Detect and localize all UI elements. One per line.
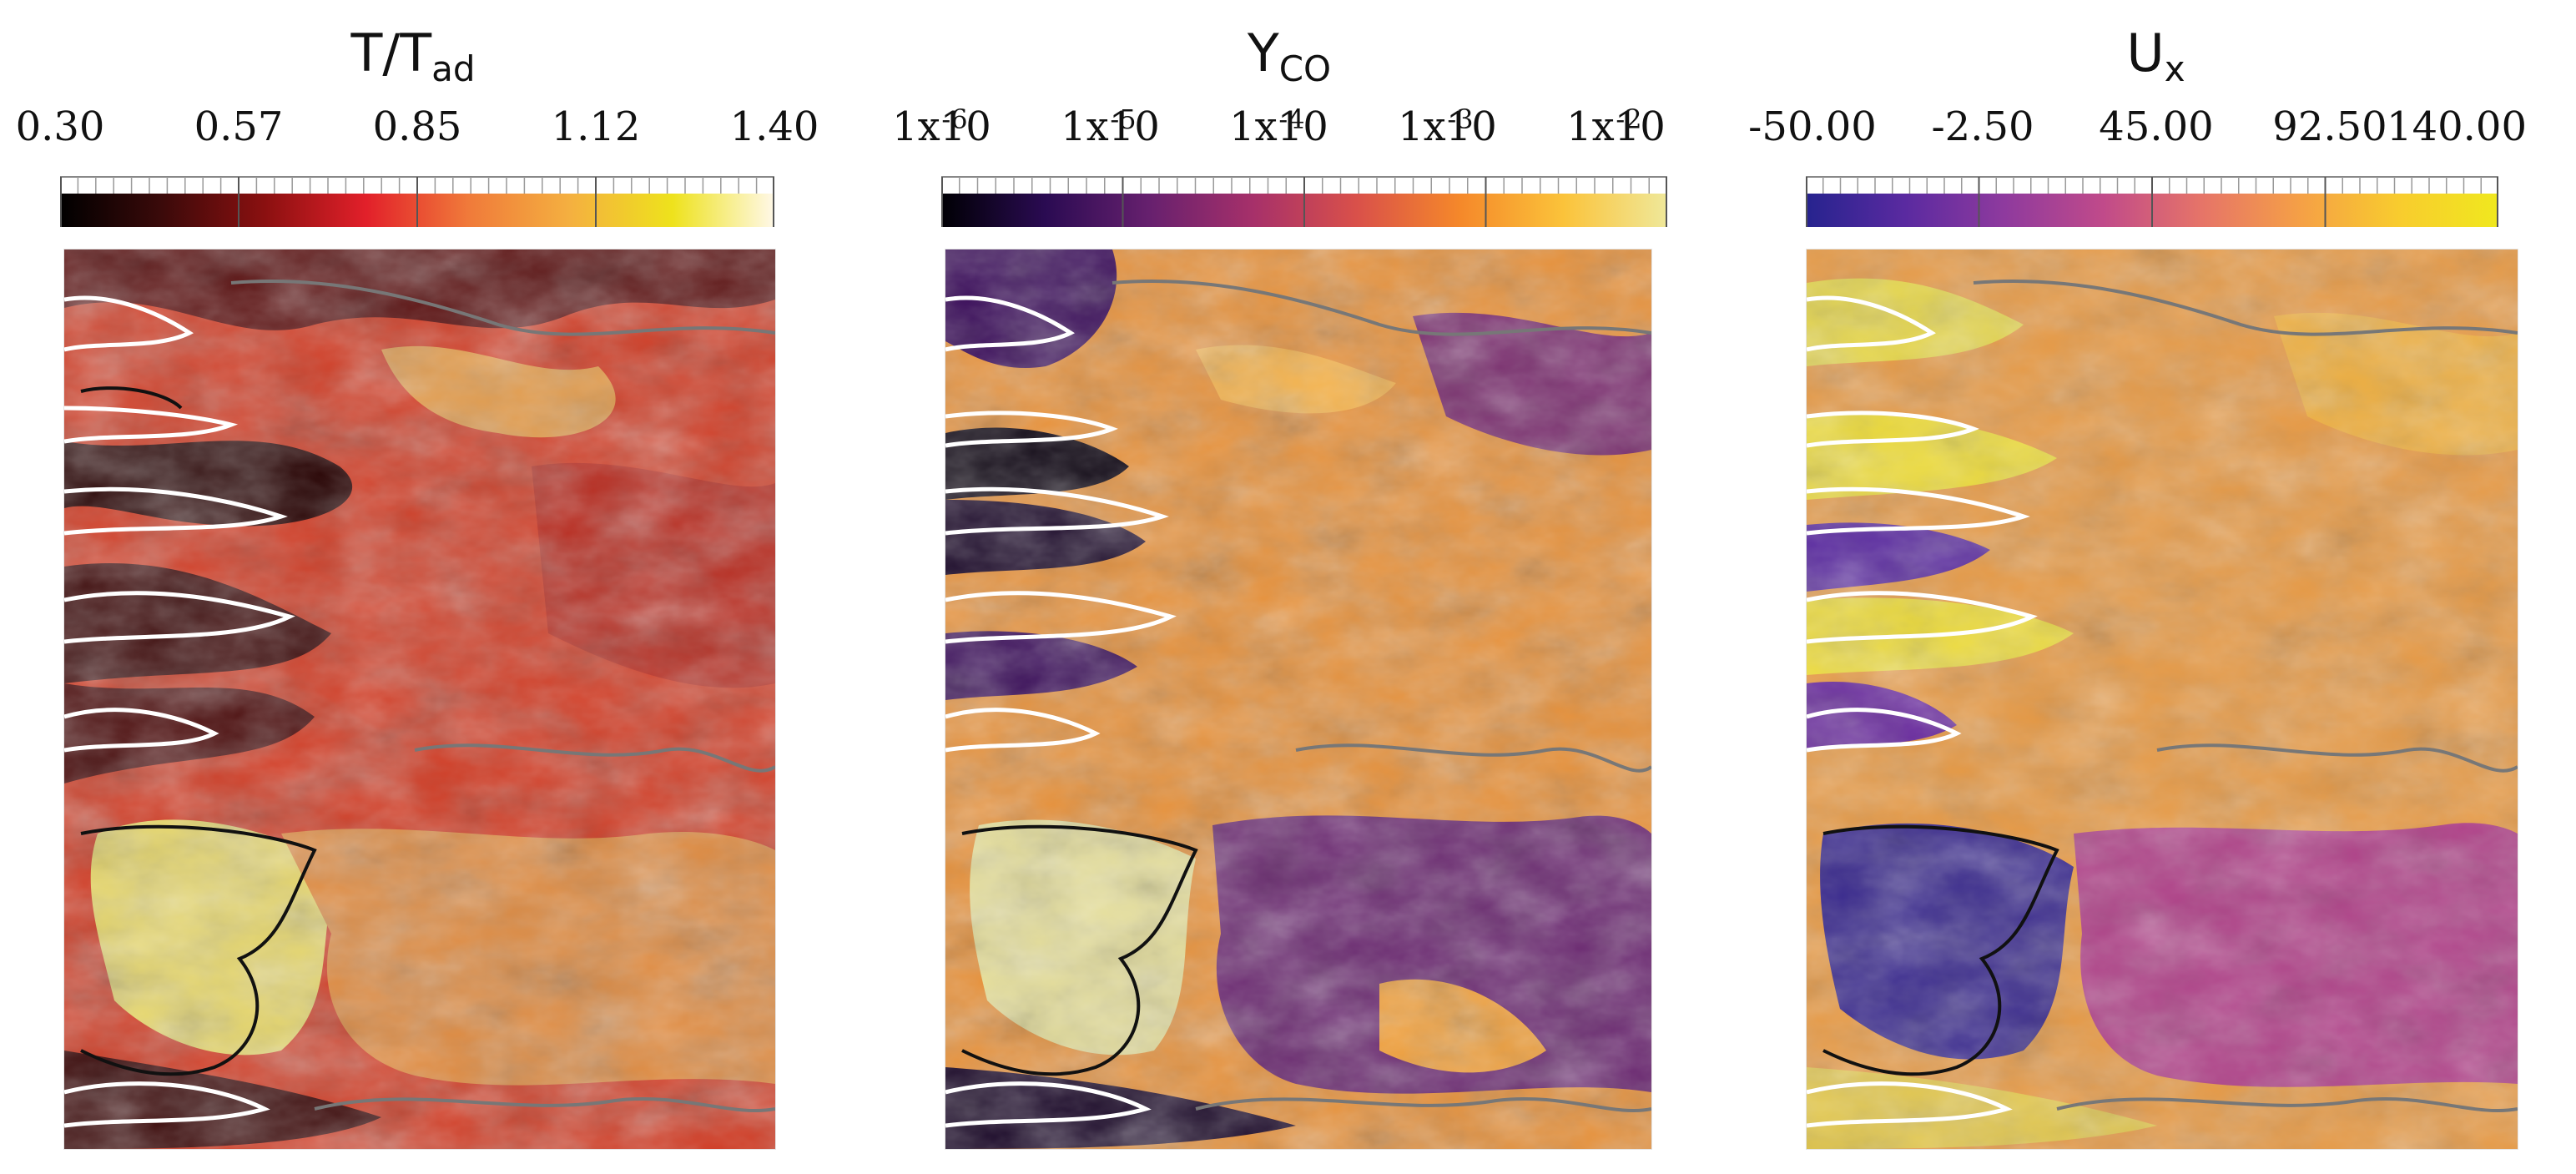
tick-label: 1x10 -2 bbox=[1566, 103, 1666, 150]
colorbar-svg bbox=[60, 176, 774, 227]
panel-title: Ux bbox=[1736, 20, 2576, 103]
colorbar-svg bbox=[1806, 176, 2498, 227]
title-subscript: CO bbox=[1278, 48, 1332, 89]
velocity-field-image bbox=[1806, 249, 2518, 1150]
colorbar-svg bbox=[941, 176, 1667, 227]
field-svg bbox=[1807, 249, 2518, 1149]
colorbar-tick-labels: -50.00 -2.50 45.00 92.50 140.00 bbox=[1748, 103, 2527, 150]
field-svg bbox=[945, 249, 1651, 1149]
tick-label: 1x10 -3 bbox=[1398, 103, 1497, 150]
tick-label: 1x10 -6 bbox=[892, 103, 991, 150]
colorbar bbox=[60, 167, 774, 227]
title-main: T/T bbox=[350, 23, 432, 83]
tick-label: 1x10 -4 bbox=[1229, 103, 1328, 150]
panel-co-mass-fraction: YCO 1x10 -6 1x10 -5 1x10 -4 1x10 -3 1x10 -2 bbox=[868, 0, 1711, 1174]
colorbar-tick-labels: 0.30 0.57 0.85 1.12 1.40 bbox=[15, 103, 819, 150]
title-main: U bbox=[2126, 23, 2165, 83]
panel-title: T/Tad bbox=[50, 20, 776, 103]
temperature-field-image bbox=[63, 249, 776, 1150]
field-svg bbox=[64, 249, 775, 1149]
colorbar-tick-labels: 1x10 -6 1x10 -5 1x10 -4 1x10 -3 1x10 -2 bbox=[892, 103, 1667, 164]
title-main: Y bbox=[1247, 23, 1279, 83]
panel-title: YCO bbox=[868, 20, 1711, 103]
colorbar bbox=[941, 167, 1667, 227]
title-subscript: ad bbox=[431, 48, 476, 89]
co-field-image bbox=[945, 249, 1652, 1150]
tick-label: 1x10 -5 bbox=[1061, 103, 1160, 150]
colorbar bbox=[1806, 167, 2498, 227]
panel-temperature: T/Tad 0.30 0.57 0.85 1.12 1.40 bbox=[0, 0, 826, 1174]
panel-axial-velocity: Ux -50.00 -2.50 45.00 92.50 140.00 bbox=[1736, 0, 2576, 1174]
title-subscript: x bbox=[2164, 48, 2185, 89]
